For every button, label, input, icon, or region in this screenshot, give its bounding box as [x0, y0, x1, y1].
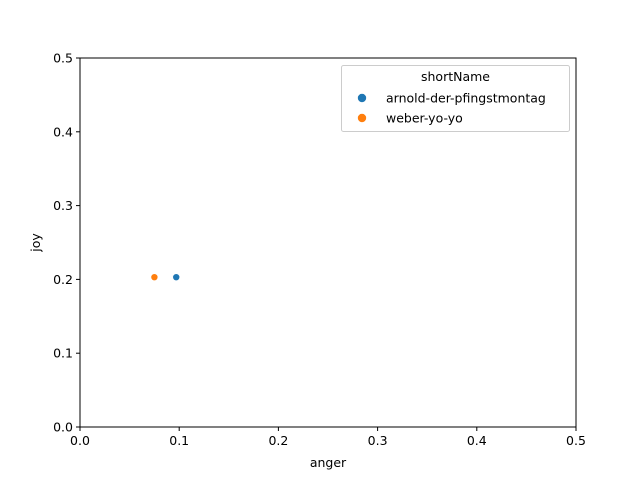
legend-entries: arnold-der-pfingstmontag weber-yo-yo [357, 91, 546, 126]
plot-area-frame [79, 57, 577, 428]
data-point [172, 273, 181, 281]
y-tick-label: 0.1 [53, 346, 73, 361]
y-tick-label: 0.0 [53, 420, 73, 435]
data-points [150, 273, 181, 281]
legend-title: shortName [421, 69, 490, 84]
legend-marker [357, 113, 367, 123]
y-tick-label: 0.4 [53, 124, 73, 139]
y-tick-label: 0.5 [53, 51, 73, 66]
x-tick-label: 0.2 [268, 433, 288, 448]
legend: shortName arnold-der-pfingstmontag weber-… [341, 65, 570, 132]
axis-ticks: 0.0 0.1 0.2 0.3 0.4 0.5 0.0 0.1 0.2 0.3 0.4 0.5 [53, 51, 586, 449]
y-axis-label: joy [28, 233, 43, 253]
x-tick-label: 0.4 [467, 433, 487, 448]
data-point [150, 273, 159, 281]
x-tick-label: 0.1 [169, 433, 189, 448]
x-axis-label: anger [310, 455, 347, 470]
y-tick-label: 0.3 [53, 198, 73, 213]
legend-entry-label: arnold-der-pfingstmontag [386, 91, 546, 106]
y-tick-label: 0.2 [53, 272, 73, 287]
legend-entry-label: weber-yo-yo [386, 111, 463, 126]
legend-marker [357, 93, 367, 103]
legend-frame [341, 65, 570, 132]
x-tick-label: 0.0 [70, 433, 90, 448]
x-tick-label: 0.3 [368, 433, 388, 448]
x-tick-label: 0.5 [566, 433, 586, 448]
